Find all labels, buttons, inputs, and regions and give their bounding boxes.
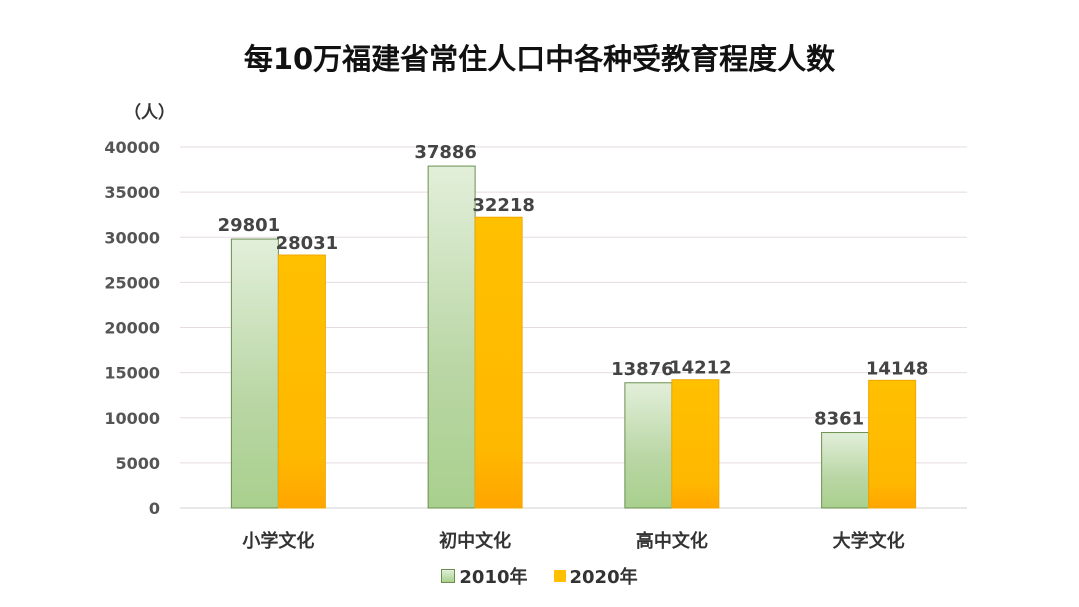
y-tick-label: 40000 <box>104 138 160 157</box>
data-label: 8361 <box>814 409 864 430</box>
bar-2010年-小学文化 <box>230 238 279 509</box>
legend-swatch-2010 <box>441 569 456 583</box>
y-tick-label: 15000 <box>104 364 160 383</box>
y-tick-label: 20000 <box>104 319 160 338</box>
legend-item-2010: 2010年 <box>441 563 528 589</box>
bar-2010年-初中文化 <box>427 165 476 509</box>
legend-swatch-2020 <box>553 570 566 582</box>
bar-2020年-小学文化 <box>277 254 326 509</box>
y-axis-unit: （人） <box>124 103 175 123</box>
data-label: 14212 <box>669 358 732 379</box>
y-tick-label: 25000 <box>104 273 160 292</box>
bar-2020年-初中文化 <box>474 216 523 509</box>
data-label: 37886 <box>414 142 477 163</box>
data-label: 14148 <box>866 358 929 379</box>
data-label: 29801 <box>218 215 281 236</box>
bar-2010年-高中文化 <box>624 382 673 509</box>
x-tick-label: 小学文化 <box>242 530 314 552</box>
x-tick-label: 初中文化 <box>439 530 511 552</box>
legend-item-2020: 2020年 <box>553 563 638 589</box>
chart-title: 每10万福建省常住人口中各种受教育程度人数 <box>243 42 836 76</box>
y-tick-label: 30000 <box>104 228 160 247</box>
y-tick-label: 10000 <box>104 409 160 428</box>
x-tick-label: 大学文化 <box>833 530 905 552</box>
x-tick-label: 高中文化 <box>636 530 708 552</box>
legend-label: 2020年 <box>569 567 638 588</box>
legend-label: 2010年 <box>459 567 528 588</box>
y-tick-label: 35000 <box>104 183 160 202</box>
bar-2020年-大学文化 <box>868 379 917 509</box>
legend: 2010年 2020年 <box>0 563 1079 589</box>
data-label: 13876 <box>611 359 674 380</box>
bar-2020年-高中文化 <box>671 379 720 509</box>
data-label: 28031 <box>276 233 339 254</box>
bar-2010年-大学文化 <box>821 432 870 509</box>
data-label: 32218 <box>472 195 535 216</box>
y-tick-label: 0 <box>149 499 160 518</box>
y-tick-label: 5000 <box>115 454 160 473</box>
